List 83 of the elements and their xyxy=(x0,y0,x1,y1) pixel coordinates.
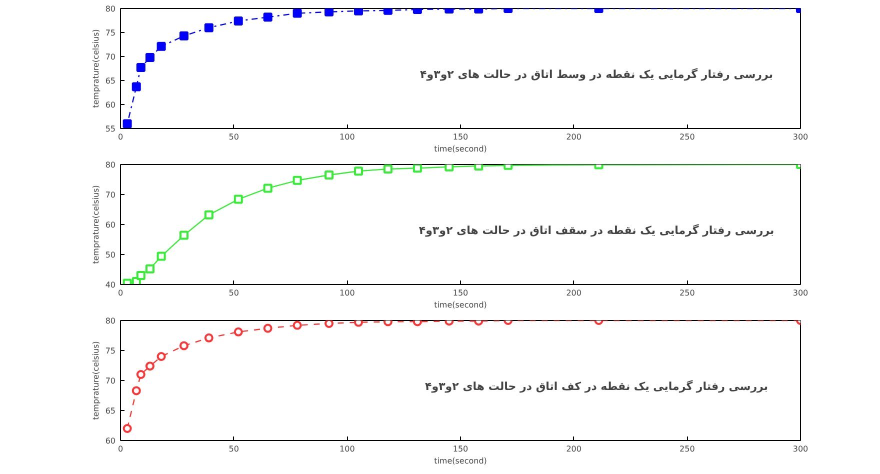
point xyxy=(263,12,272,22)
point xyxy=(324,8,334,16)
point xyxy=(292,176,302,185)
annotation: بررسی رفتار گرمایی یک نقطه در کف اتاق در حالت های ۲و۳و۴ xyxy=(425,380,768,393)
x-axis-title: time(second) xyxy=(434,456,487,466)
x-axis-title: time(second) xyxy=(434,144,487,154)
x-tick-label: 300 xyxy=(792,444,808,454)
x-tick-label: 200 xyxy=(566,288,582,298)
y-tick-label: 40 xyxy=(105,280,116,290)
y-tick-label: 60 xyxy=(105,220,116,230)
point xyxy=(122,424,132,433)
point xyxy=(156,42,166,51)
x-tick-label: 150 xyxy=(452,288,468,298)
point xyxy=(156,252,166,261)
y-tick-label: 70 xyxy=(105,190,116,200)
point xyxy=(354,8,363,16)
x-tick-label: 100 xyxy=(340,444,355,454)
x-tick-label: 100 xyxy=(340,288,355,298)
x-tick-label: 250 xyxy=(680,288,695,298)
point xyxy=(263,184,272,193)
y-axis-title: temprature(celsius) xyxy=(91,185,100,264)
x-tick-label: 250 xyxy=(680,132,695,142)
point xyxy=(354,320,363,327)
x-tick-label: 50 xyxy=(228,444,239,454)
y-tick-label: 55 xyxy=(105,124,116,134)
point xyxy=(324,320,334,328)
point xyxy=(179,31,188,40)
point xyxy=(204,23,214,32)
y-tick-label: 60 xyxy=(105,100,116,110)
y-tick-label: 80 xyxy=(105,160,116,170)
x-tick-label: 50 xyxy=(228,132,239,142)
x-tick-label: 0 xyxy=(118,444,124,454)
x-tick-label: 100 xyxy=(340,132,355,142)
x-tick-label: 200 xyxy=(566,444,582,454)
point xyxy=(234,327,243,336)
y-tick-label: 50 xyxy=(105,250,116,260)
point xyxy=(412,164,422,173)
x-tick-label: 300 xyxy=(792,132,808,142)
x-tick-label: 150 xyxy=(452,132,468,142)
y-tick-label: 70 xyxy=(105,376,116,386)
x-tick-label: 200 xyxy=(566,132,582,142)
point xyxy=(145,362,154,371)
x-tick-label: 300 xyxy=(792,288,808,298)
point xyxy=(234,194,243,204)
y-tick-label: 65 xyxy=(105,76,116,86)
y-tick-label: 75 xyxy=(105,346,116,356)
point xyxy=(204,210,214,220)
point xyxy=(122,119,132,128)
point xyxy=(156,352,166,361)
x-tick-label: 0 xyxy=(118,288,124,298)
x-tick-label: 150 xyxy=(452,444,468,454)
y-tick-label: 80 xyxy=(105,4,116,14)
y-tick-label: 60 xyxy=(105,436,116,446)
point xyxy=(234,16,243,26)
y-axis-title: temprature(celsius) xyxy=(91,341,100,420)
point xyxy=(145,264,154,274)
annotation: بررسی رفتار گرمایی یک نقطه در سقف اتاق در حالت های ۲و۳و۴ xyxy=(418,224,774,237)
point xyxy=(263,324,272,333)
x-tick-label: 50 xyxy=(228,288,239,298)
point xyxy=(132,386,141,396)
point xyxy=(383,164,392,174)
point xyxy=(136,370,146,379)
point xyxy=(292,8,302,18)
point xyxy=(444,164,454,172)
x-tick-label: 250 xyxy=(680,444,695,454)
point xyxy=(179,341,188,350)
point xyxy=(324,170,334,180)
y-tick-label: 80 xyxy=(105,316,116,326)
annotation: بررسی رفتار گرمایی یک نقطه در وسط اتاق در حالت های ۲و۳و۴ xyxy=(420,68,773,81)
y-axis-title: temprature(celsius) xyxy=(91,29,100,108)
y-tick-label: 65 xyxy=(105,406,116,416)
point xyxy=(136,63,146,72)
x-tick-label: 0 xyxy=(118,132,124,142)
point xyxy=(179,230,188,240)
point xyxy=(354,166,363,176)
point xyxy=(136,271,146,280)
point xyxy=(204,333,214,342)
point xyxy=(132,82,141,92)
y-tick-label: 70 xyxy=(105,52,116,62)
point xyxy=(292,320,302,330)
point xyxy=(145,52,154,62)
y-tick-label: 75 xyxy=(105,28,116,38)
x-axis-title: time(second) xyxy=(434,300,487,310)
